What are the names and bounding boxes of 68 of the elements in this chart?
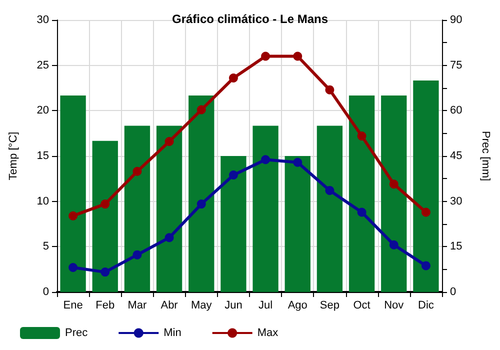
point xyxy=(68,263,78,272)
x-tick-label: Nov xyxy=(384,300,404,312)
point xyxy=(132,250,142,260)
y-axis-title: Temp [°C] xyxy=(8,132,20,180)
y2-tick-label: 30 xyxy=(450,195,462,208)
point xyxy=(261,52,270,61)
chart-title: Gráfico climático - Le Mans xyxy=(172,12,328,26)
bar xyxy=(220,156,246,292)
y-tick-label: 5 xyxy=(42,240,49,253)
point xyxy=(325,85,334,94)
y-tick-label: 0 xyxy=(42,286,49,298)
point xyxy=(389,180,398,189)
y-tick-label: 15 xyxy=(36,150,49,162)
y2-tick-label: 45 xyxy=(450,150,462,162)
point xyxy=(196,200,206,209)
y-tick-label: 30 xyxy=(36,14,49,26)
y2-tick-label: 90 xyxy=(450,14,462,26)
bar xyxy=(284,156,310,292)
x-tick-label: May xyxy=(190,300,212,312)
point xyxy=(68,211,78,220)
point xyxy=(389,240,398,250)
point xyxy=(100,268,110,277)
point xyxy=(293,158,302,167)
point xyxy=(132,166,142,176)
x-tick-label: Abr xyxy=(160,300,178,312)
x-tick-label: Feb xyxy=(96,300,115,312)
point xyxy=(293,52,302,61)
point xyxy=(421,261,430,270)
bar xyxy=(348,96,375,292)
point xyxy=(196,105,206,114)
x-tick-label: Dic xyxy=(418,300,434,312)
legend-label: Prec xyxy=(65,327,88,339)
bar xyxy=(413,80,439,292)
x-tick-label: Oct xyxy=(353,300,370,312)
x-tick-label: Jun xyxy=(224,300,242,312)
bar xyxy=(156,126,182,292)
y2-tick-label: 75 xyxy=(450,59,462,72)
y2-tick-label: 0 xyxy=(450,286,456,298)
point xyxy=(228,74,238,83)
x-tick-label: Ago xyxy=(288,300,308,312)
point xyxy=(100,200,110,209)
y2-tick-label: 60 xyxy=(450,104,462,117)
point xyxy=(164,136,174,146)
bar xyxy=(381,96,407,292)
point xyxy=(357,132,366,141)
bar xyxy=(188,96,214,292)
point xyxy=(357,208,366,217)
x-tick-label: Jul xyxy=(258,300,273,312)
y2-axis-title: Prec [mm] xyxy=(480,130,492,182)
point xyxy=(325,186,334,195)
bar xyxy=(252,126,278,292)
legend-label: Max xyxy=(257,327,279,339)
legend-label: Min xyxy=(164,327,182,339)
x-tick-label: Mar xyxy=(128,300,148,312)
bar xyxy=(316,126,343,292)
x-tick-label: Sep xyxy=(320,300,340,312)
bar xyxy=(60,96,86,292)
y2-tick-label: 15 xyxy=(450,240,462,253)
point xyxy=(421,208,430,217)
x-tick-label: Ene xyxy=(63,300,83,312)
point xyxy=(261,155,270,164)
bar xyxy=(124,126,150,292)
y-tick-label: 20 xyxy=(36,104,49,117)
bar xyxy=(92,140,118,292)
y-tick-label: 10 xyxy=(36,195,49,208)
point xyxy=(164,233,174,242)
y-tick-label: 25 xyxy=(36,59,49,72)
point xyxy=(228,170,238,180)
